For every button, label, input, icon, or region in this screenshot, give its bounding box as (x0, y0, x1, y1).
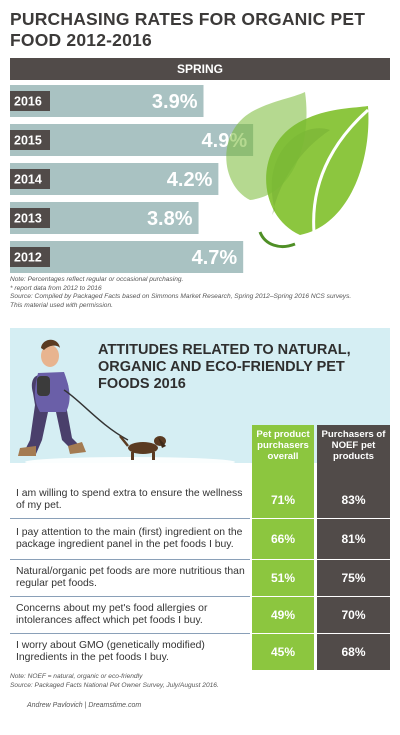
overall-value: 49% (252, 597, 314, 633)
noef-value: 81% (317, 519, 390, 559)
overall-value: 71% (252, 482, 314, 518)
noef-value: 68% (317, 634, 390, 670)
overall-value: 66% (252, 519, 314, 559)
table-row: I worry about GMO (genetically modified)… (10, 634, 390, 670)
category-label: 2015 (14, 134, 42, 148)
note-line: This material used with permission. (10, 301, 113, 309)
statement-text: Concerns about my pet's food allergies o… (16, 603, 208, 626)
row-divider (10, 518, 250, 519)
year-band-2012 (10, 247, 50, 267)
attitudes-note: Note: NOEF = natural, organic or eco-fri… (10, 673, 395, 690)
noef-value: 83% (317, 482, 390, 518)
year-band-2014 (10, 169, 50, 189)
statement-text: Natural/organic pet foods are more nutri… (16, 566, 245, 589)
table-row: Natural/organic pet foods are more nutri… (10, 560, 390, 596)
row-divider (10, 559, 250, 560)
year-band-2013 (10, 208, 50, 228)
statement-text: I pay attention to the main (first) ingr… (16, 527, 243, 550)
category-label: 2012 (14, 251, 42, 265)
table-row: Concerns about my pet's food allergies o… (10, 597, 390, 633)
noef-value: 70% (317, 597, 390, 633)
category-label: 2013 (14, 212, 42, 226)
value-label: 3.9% (152, 91, 198, 113)
statement-text: I worry about GMO (genetically modified)… (16, 640, 205, 663)
season-band: SPRING (10, 58, 390, 80)
noef-value: 75% (317, 560, 390, 596)
note-line: Note: Percentages reflect regular or occ… (10, 276, 184, 283)
note-line: Note: NOEF = natural, organic or eco-fri… (10, 673, 143, 680)
year-band-2016 (10, 91, 50, 111)
year-band-2015 (10, 130, 50, 150)
image-credit: Andrew Pavlovich | Dreamstime.com (27, 702, 142, 709)
bar-chart: 2016 3.9% 2015 4.9% 2014 4.2% 2013 3.8% 2012 4.7% (10, 85, 254, 273)
chart-note: Note: Percentages reflect regular or occ… (10, 276, 395, 310)
overall-value: 51% (252, 560, 314, 596)
bar-2015 (10, 124, 254, 156)
category-label: 2016 (14, 95, 42, 109)
value-label: 4.9% (202, 130, 248, 152)
attitudes-title: ATTITUDES RELATED TO NATURAL, ORGANIC AN… (98, 342, 351, 392)
row-divider (10, 596, 250, 597)
column-header-noef: Purchasers of NOEF pet products (317, 425, 390, 482)
table-row: I pay attention to the main (first) ingr… (10, 519, 390, 559)
chart-title: PURCHASING RATES FOR ORGANIC PET FOOD 20… (10, 9, 366, 50)
statement-text: I am willing to spend extra to ensure th… (16, 488, 243, 511)
note-line: * report data from 2012 to 2016 (10, 284, 102, 292)
row-divider (10, 633, 250, 634)
note-line: Source: Compiled by Packaged Facts based… (10, 293, 352, 301)
category-label: 2014 (14, 173, 42, 187)
value-label: 3.8% (147, 208, 193, 230)
table-row: I am willing to spend extra to ensure th… (10, 482, 390, 518)
value-label: 4.7% (192, 247, 238, 269)
column-header-overall: Pet product purchasers overall (252, 425, 314, 482)
note-line: Source: Packaged Facts National Pet Owne… (10, 681, 219, 689)
value-label: 4.2% (167, 169, 213, 191)
overall-value: 45% (252, 634, 314, 670)
